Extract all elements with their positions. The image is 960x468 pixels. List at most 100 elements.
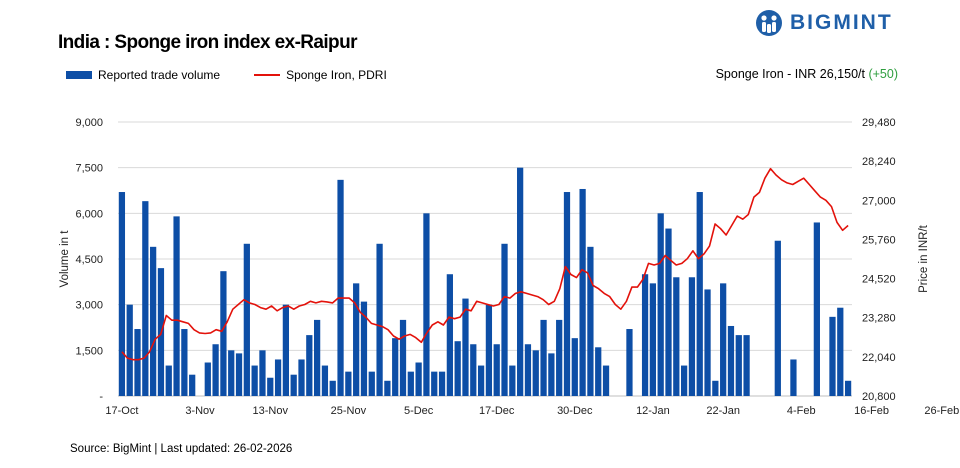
volume-bar (212, 344, 219, 396)
volume-bar (556, 319, 563, 396)
y2-tick-label: 20,800 (862, 391, 896, 403)
volume-bar (712, 380, 719, 396)
volume-bar (720, 283, 727, 396)
logo-text: BIGMINT (790, 11, 893, 34)
volume-bar (673, 277, 680, 396)
x-tick-label: 17-Dec (479, 405, 515, 417)
volume-bar (696, 192, 703, 396)
x-tick-label: 12-Jan (636, 405, 670, 417)
volume-bar (470, 344, 477, 396)
y2-tick-label: 29,480 (862, 117, 896, 129)
volume-bar (579, 188, 586, 396)
x-tick-label: 17-Oct (105, 405, 138, 417)
legend-swatch-bar (66, 71, 92, 79)
volume-bar (462, 298, 469, 396)
legend-label-volume: Reported trade volume (98, 68, 221, 82)
volume-bar (337, 179, 344, 396)
price-note-change: (+50) (868, 67, 898, 81)
legend-label-price: Sponge Iron, PDRI (286, 68, 387, 82)
volume-bar (649, 283, 657, 396)
volume-bar (548, 353, 555, 396)
volume-bar (774, 240, 781, 396)
y2-axis-title: Price in INR/t (918, 224, 930, 293)
price-line (121, 167, 849, 361)
volume-bar (345, 371, 352, 396)
volume-bar (688, 277, 696, 396)
x-tick-label: 16-Feb (854, 405, 889, 417)
volume-bar (376, 243, 383, 396)
volume-bar (602, 365, 610, 396)
x-tick-label: 25-Nov (331, 405, 367, 417)
volume-bar (126, 304, 133, 396)
volume-bar (274, 359, 282, 396)
chart-title: India : Sponge iron index ex-Raipur (58, 32, 357, 53)
volume-bar (306, 335, 313, 396)
volume-bar (181, 329, 188, 396)
volume-bar (321, 365, 329, 396)
volume-bar (431, 371, 438, 396)
legend-item-price: Sponge Iron, PDRI (254, 68, 387, 82)
volume-bar (501, 243, 508, 396)
x-tick-label: 4-Feb (787, 405, 816, 417)
volume-bar (532, 350, 539, 396)
volume-bar (368, 371, 375, 396)
volume-bar (844, 380, 852, 396)
volume-bar (524, 344, 532, 396)
y2-tick-label: 25,760 (862, 234, 896, 246)
volume-bar (392, 338, 399, 396)
y2-tick-label: 23,280 (862, 313, 896, 325)
bigmint-logo-icon (756, 10, 782, 36)
volume-bar (540, 319, 547, 396)
volume-bar (790, 359, 797, 396)
volume-bar (267, 377, 274, 396)
volume-bar (446, 274, 453, 396)
volume-bar (298, 359, 305, 396)
source-note: Source: BigMint | Last updated: 26-02-20… (70, 443, 293, 455)
y-tick-label: 4,500 (75, 254, 103, 266)
volume-bar (259, 350, 266, 396)
volume-bar (477, 365, 485, 396)
brand-logo: BIGMINT (754, 6, 893, 40)
x-tick-label: 13-Nov (253, 405, 289, 417)
chart-legend: Reported trade volume Sponge Iron, PDRI (66, 68, 421, 82)
volume-bar (837, 307, 844, 396)
y2-tick-label: 24,520 (862, 274, 896, 286)
y-tick-label: 9,000 (75, 117, 103, 129)
volume-bar (313, 319, 321, 396)
volume-bar (150, 246, 157, 396)
volume-bar (251, 365, 258, 396)
volume-bar (735, 335, 742, 396)
volume-bar (415, 362, 422, 396)
volume-bar (517, 167, 524, 396)
y-tick-label: 6,000 (75, 208, 103, 220)
price-note-value: Sponge Iron - INR 26,150/t (715, 67, 865, 81)
volume-bar (485, 304, 493, 396)
legend-swatch-line (254, 74, 281, 76)
y-tick-label: 1,500 (75, 345, 103, 357)
x-tick-label: 5-Dec (404, 405, 434, 417)
volume-bar (134, 329, 141, 396)
volume-bar (454, 341, 461, 396)
y2-tick-label: 28,240 (862, 156, 896, 168)
volume-bar (384, 380, 391, 396)
volume-bar (704, 289, 711, 396)
volume-bar (509, 365, 516, 396)
volume-bar (657, 213, 664, 396)
volume-bar (329, 380, 336, 396)
volume-bar (493, 344, 500, 396)
volume-bar (282, 304, 290, 396)
volume-bar (220, 271, 227, 396)
volume-bar (680, 365, 688, 396)
volume-bar (204, 362, 211, 396)
volume-bar (595, 347, 602, 396)
y-tick-label: 7,500 (75, 163, 103, 175)
volume-bar (290, 374, 297, 396)
price-note: Sponge Iron - INR 26,150/t (+50) (716, 67, 898, 81)
volume-bar (165, 365, 172, 396)
volume-bar (142, 201, 149, 396)
volume-bar (235, 353, 243, 396)
volume-bar (641, 274, 649, 396)
volume-bar (438, 371, 446, 396)
volume-bar (173, 216, 180, 396)
